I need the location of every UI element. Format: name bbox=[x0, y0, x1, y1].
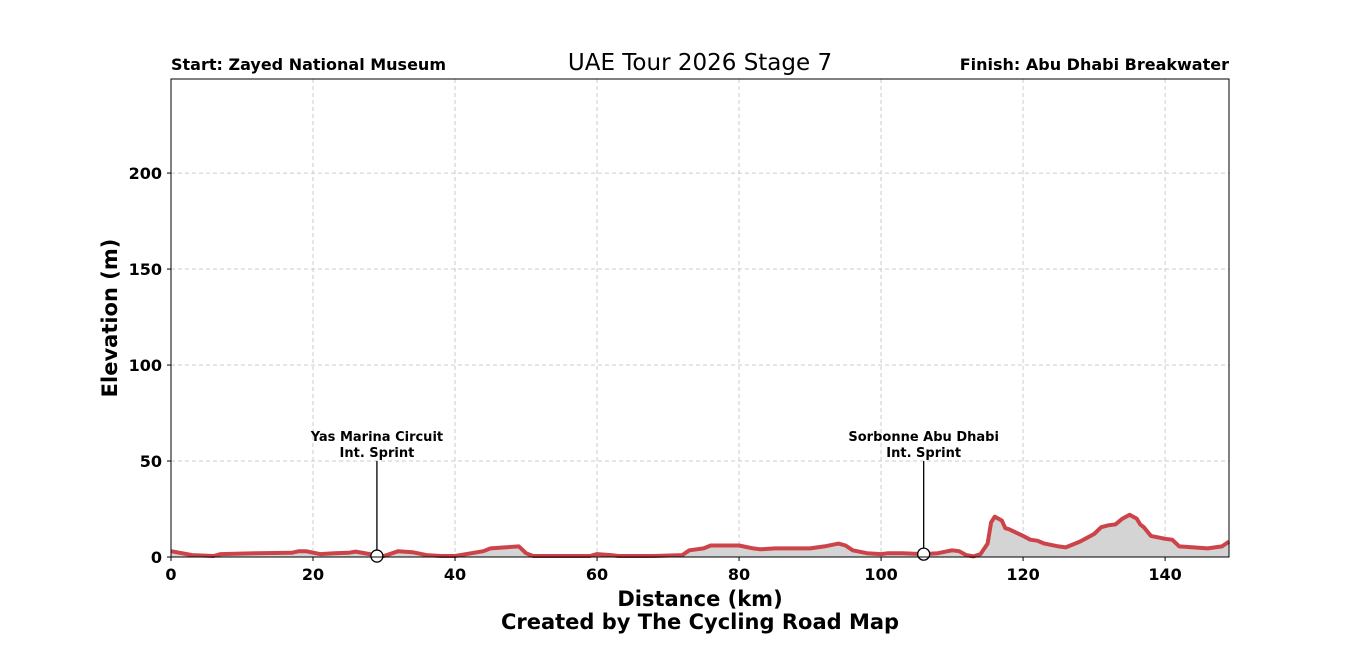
x-tick-label: 20 bbox=[302, 565, 324, 584]
sprint-label-type: Int. Sprint bbox=[340, 446, 415, 461]
chart-title: UAE Tour 2026 Stage 7 bbox=[568, 50, 832, 76]
sprint-marker-point bbox=[917, 547, 931, 561]
y-tick-label: 200 bbox=[129, 164, 162, 183]
x-tick-label: 140 bbox=[1148, 565, 1181, 584]
sprint-label-name: Yas Marina Circuit bbox=[310, 430, 443, 445]
x-tick-label: 80 bbox=[728, 565, 750, 584]
x-tick-label: 0 bbox=[165, 565, 176, 584]
x-axis-label: Distance (km) bbox=[617, 587, 782, 611]
sprint-marker-point bbox=[370, 549, 384, 563]
start-label: Start: Zayed National Museum bbox=[171, 55, 446, 74]
ticks: 0 20 40 60 80 100 120 140 0 50 100 150 200 bbox=[129, 164, 1182, 584]
sprint-label-name: Sorbonne Abu Dhabi bbox=[848, 430, 999, 445]
y-tick-label: 100 bbox=[129, 356, 162, 375]
x-tick-label: 100 bbox=[864, 565, 897, 584]
finish-label: Finish: Abu Dhabi Breakwater bbox=[960, 55, 1229, 74]
y-tick-label: 150 bbox=[129, 260, 162, 279]
y-axis-label: Elevation (m) bbox=[98, 239, 122, 398]
plot-frame bbox=[170, 78, 1230, 558]
x-tick-label: 120 bbox=[1006, 565, 1039, 584]
grid bbox=[170, 79, 1229, 558]
elevation-line bbox=[170, 512, 1231, 559]
credit-label: Created by The Cycling Road Map bbox=[501, 610, 899, 634]
x-tick-label: 40 bbox=[444, 565, 466, 584]
x-tick-label: 60 bbox=[586, 565, 608, 584]
y-tick-label: 0 bbox=[151, 548, 162, 567]
sprint-label-type: Int. Sprint bbox=[886, 446, 961, 461]
y-tick-label: 50 bbox=[140, 452, 162, 471]
